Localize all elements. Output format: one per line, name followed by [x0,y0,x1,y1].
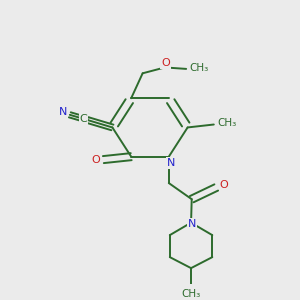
Text: N: N [167,158,176,168]
Text: O: O [220,180,229,190]
Text: O: O [161,58,170,68]
Text: CH₃: CH₃ [189,63,208,73]
Text: CH₃: CH₃ [217,118,236,128]
Text: O: O [92,154,100,165]
Text: N: N [59,107,68,118]
Text: N: N [188,219,196,229]
Text: CH₃: CH₃ [182,289,201,299]
Text: C: C [80,114,88,124]
